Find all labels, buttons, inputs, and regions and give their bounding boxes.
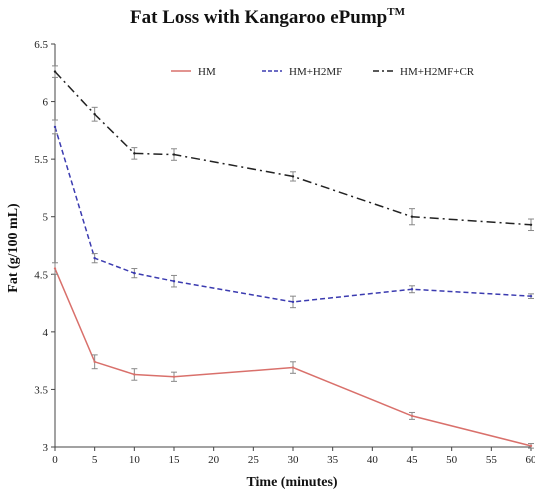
data-point	[410, 288, 414, 291]
y-tick-label: 6.5	[34, 39, 48, 51]
chart-title: Fat Loss with Kangaroo ePumpTM	[130, 6, 405, 28]
series-line	[54, 268, 532, 447]
x-tick-label: 50	[446, 454, 458, 466]
y-tick-label: 6	[43, 97, 49, 109]
ticks: 0 5 10 15 20 25 30 35 40 45 50 55 60 3 3.5 4 4.5 5 5.5 6 6.5	[34, 39, 535, 466]
data-point	[172, 279, 176, 283]
data-point	[53, 267, 57, 270]
data-point	[133, 271, 136, 275]
data-point	[93, 256, 96, 260]
data-point	[529, 294, 533, 298]
data-point	[172, 153, 176, 156]
legend: HM HM+H2MF HM+H2MF+CR	[171, 66, 475, 78]
series-hm-h2mf	[52, 119, 534, 309]
x-tick-label: 60	[526, 454, 535, 466]
x-tick-label: 15	[169, 454, 181, 466]
y-tick-label: 4.5	[34, 269, 48, 281]
series-line	[54, 126, 532, 303]
data-point	[291, 300, 295, 304]
data-point	[410, 215, 414, 218]
data-point	[410, 414, 414, 418]
data-point	[53, 125, 57, 129]
x-tick-label: 10	[129, 454, 141, 466]
x-axis-label: Time (minutes)	[246, 475, 337, 490]
data-point	[529, 223, 533, 226]
data-point	[291, 366, 295, 369]
x-tick-label: 30	[288, 454, 300, 466]
data-point	[172, 375, 176, 378]
axes	[54, 44, 531, 448]
y-tick-label: 5.5	[34, 154, 48, 166]
x-tick-label: 25	[248, 454, 260, 466]
data-point	[53, 70, 57, 73]
data-point	[291, 175, 295, 178]
legend-label: HM+H2MF+CR	[400, 66, 475, 78]
x-tick-label: 35	[327, 454, 339, 466]
x-tick-label: 5	[92, 454, 98, 466]
y-tick-label: 3	[43, 442, 49, 454]
series-layer	[52, 65, 534, 449]
data-point	[529, 444, 533, 448]
legend-label: HM+H2MF	[289, 66, 342, 78]
x-tick-label: 40	[367, 454, 379, 466]
y-axis-label: Fat (g/100 mL)	[6, 203, 21, 293]
x-tick-label: 0	[52, 454, 58, 466]
x-tick-label: 45	[407, 454, 419, 466]
series-hm-h2mf-cr	[52, 65, 534, 232]
trademark-mark: TM	[387, 6, 405, 18]
y-tick-label: 4	[43, 327, 49, 339]
data-point	[93, 113, 96, 116]
x-tick-label: 20	[208, 454, 220, 466]
y-tick-label: 5	[43, 212, 49, 224]
series-line	[54, 71, 532, 226]
data-point	[93, 360, 96, 363]
x-tick-label: 55	[486, 454, 498, 466]
data-point	[133, 152, 136, 155]
y-tick-label: 3.5	[34, 384, 48, 396]
series-hm	[52, 262, 534, 449]
data-point	[133, 373, 136, 376]
legend-label: HM	[198, 66, 216, 78]
